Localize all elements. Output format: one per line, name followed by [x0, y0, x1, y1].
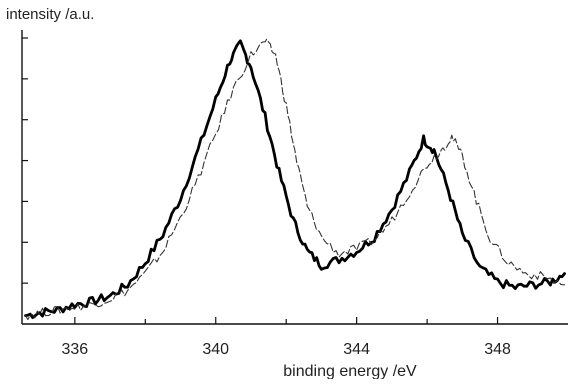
- series-thick-solid: [24, 39, 566, 319]
- x-axis-label: binding energy /eV: [283, 363, 417, 379]
- series-group: [24, 38, 566, 321]
- x-tick-label: 340: [202, 341, 229, 358]
- x-tick-label: 348: [484, 341, 511, 358]
- x-tick-label: 344: [343, 341, 370, 358]
- axes: 336 340 344 348: [21, 30, 568, 358]
- series-thin-dashed: [24, 38, 566, 321]
- x-tick-label: 336: [61, 341, 88, 358]
- y-axis-label: intensity /a.u.: [6, 6, 94, 23]
